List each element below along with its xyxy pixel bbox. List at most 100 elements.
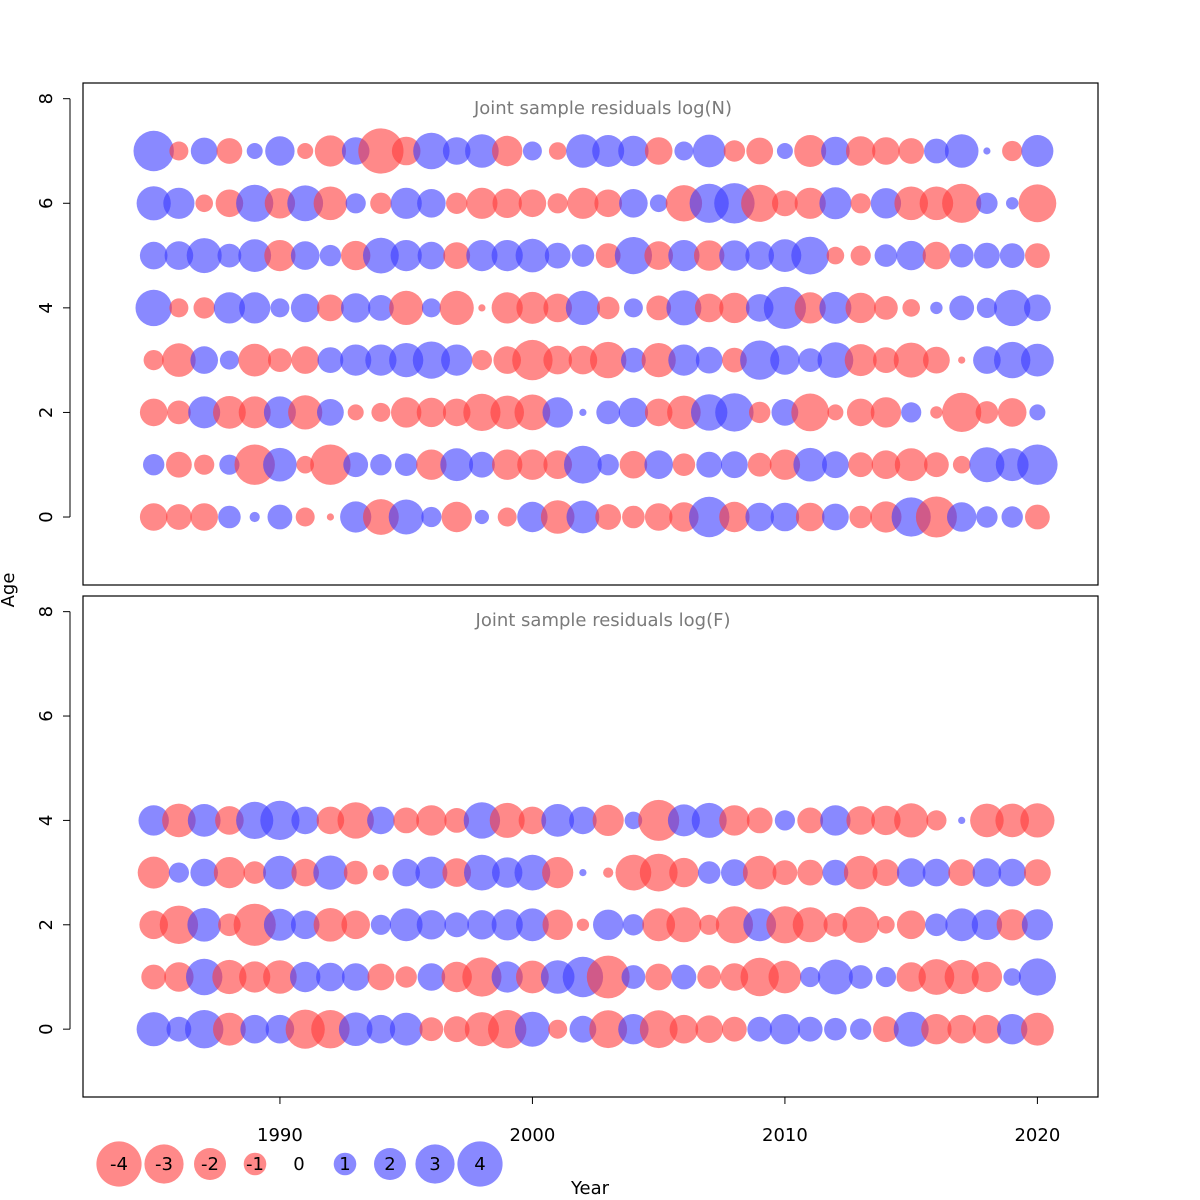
bubble [649, 194, 668, 213]
bubble [1025, 243, 1050, 268]
bubble [166, 1016, 192, 1042]
bubble [517, 449, 548, 480]
bubble [850, 245, 871, 266]
x-tick-label: 1990 [257, 1125, 303, 1146]
bubble [1024, 859, 1051, 886]
bubble [976, 192, 998, 214]
bubble [1021, 343, 1054, 377]
bubble [976, 297, 998, 318]
bubble [345, 193, 366, 214]
bubble [644, 241, 673, 270]
bubble [540, 500, 575, 534]
bubble [871, 450, 901, 480]
bubble [672, 453, 696, 477]
bubble [389, 290, 424, 325]
bubble [644, 450, 673, 480]
bubble [442, 398, 471, 427]
bubble [995, 803, 1029, 838]
bubble [343, 452, 369, 478]
bubble [639, 853, 678, 892]
bubble [622, 914, 645, 936]
bubble [872, 859, 900, 886]
bubble [894, 186, 928, 221]
bubble [820, 805, 851, 836]
bubble [1029, 404, 1046, 421]
bubble [548, 142, 567, 160]
bubble [845, 292, 876, 324]
bubble [898, 138, 925, 164]
bubble [316, 806, 345, 835]
bubble [723, 140, 746, 162]
bubble [972, 858, 1002, 887]
bubble [792, 907, 828, 943]
bubble [367, 963, 395, 991]
bubble [772, 860, 798, 885]
legend-label: 1 [339, 1154, 350, 1175]
bubble [492, 188, 522, 218]
bubble [488, 1009, 527, 1049]
bubble [239, 961, 271, 993]
bubble [843, 855, 878, 890]
bubble [186, 238, 222, 274]
bubble [569, 806, 597, 835]
bubble [1020, 803, 1055, 838]
legend-bubble [243, 1152, 267, 1176]
bubble [516, 960, 549, 994]
bubble [163, 187, 195, 219]
bubble [722, 1016, 747, 1042]
bubble [136, 1012, 171, 1047]
bubble [367, 806, 395, 835]
bubble [822, 859, 849, 886]
bubble [822, 503, 849, 531]
bubble [213, 857, 245, 889]
bubble [566, 500, 600, 534]
bubble [720, 963, 749, 991]
x-tick-label: 2020 [1014, 1125, 1060, 1146]
bubble [347, 404, 364, 421]
bubble [565, 290, 601, 325]
bubble [597, 454, 619, 476]
bubble [746, 137, 774, 165]
bubble [491, 961, 523, 993]
y-tick-label: 4 [36, 302, 57, 313]
bubble [443, 1016, 470, 1043]
bubble [922, 858, 951, 887]
bubble [667, 395, 701, 430]
bubble [467, 910, 497, 940]
bubble [443, 242, 471, 269]
bubble [694, 293, 724, 323]
bubble [390, 240, 422, 272]
bubble [392, 858, 421, 887]
bubble [1024, 294, 1051, 322]
panel-frame [82, 82, 1099, 586]
bubble [974, 242, 1000, 269]
bubble [671, 964, 697, 990]
y-tick-label: 6 [36, 198, 57, 209]
bubble [263, 855, 297, 890]
bubble [925, 913, 948, 937]
bubble [341, 910, 371, 940]
bubble [926, 810, 947, 831]
bubble [972, 1014, 1002, 1044]
y-tick-label: 6 [36, 710, 57, 721]
bubble [370, 454, 392, 476]
bubble [668, 344, 700, 376]
bubble [492, 857, 523, 888]
bubble [415, 856, 448, 889]
bubble [596, 400, 621, 425]
bubble [390, 187, 422, 219]
bubble [543, 345, 572, 375]
bubble [267, 504, 293, 530]
y-axes: 0 2 4 6 8 0 2 4 6 8 [36, 93, 71, 1035]
panel-title: Joint sample residuals log(F) [475, 610, 731, 631]
bubble [469, 451, 495, 478]
bubble [491, 240, 523, 272]
bubble [370, 192, 392, 214]
bubble [571, 244, 595, 267]
bubble [618, 397, 649, 428]
bubble [623, 298, 643, 318]
bubble [873, 347, 899, 373]
bubble [341, 293, 371, 323]
bubble [491, 292, 523, 324]
bubble [850, 1018, 872, 1040]
